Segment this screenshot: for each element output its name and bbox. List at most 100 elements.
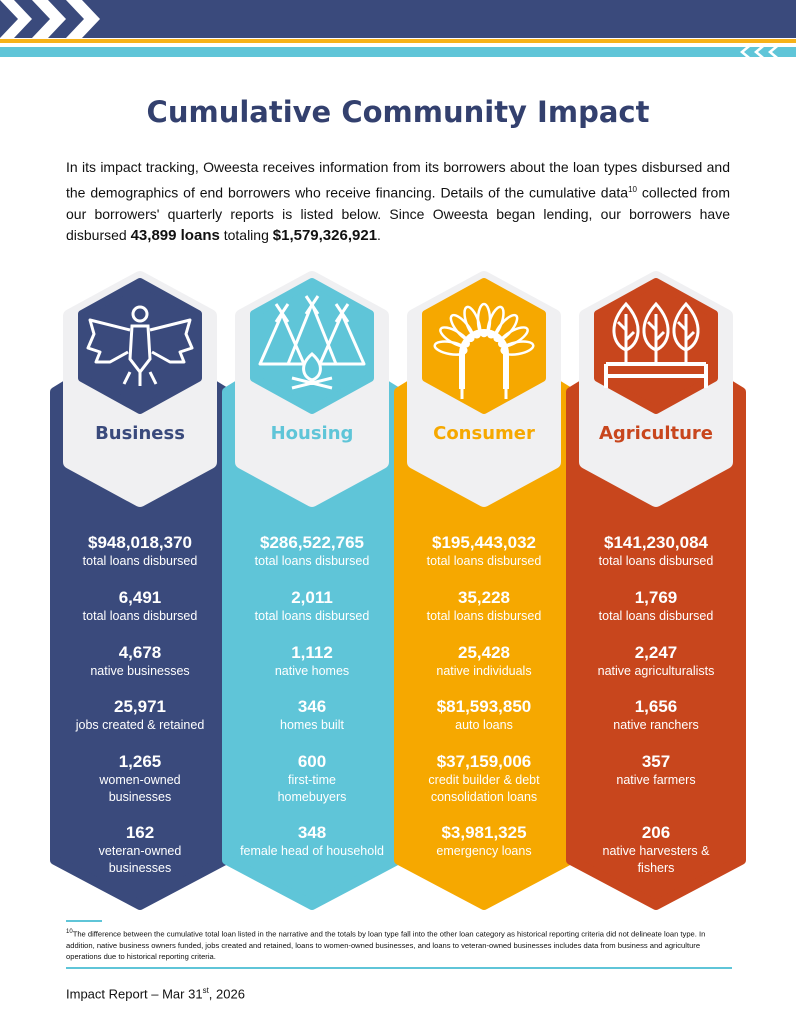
stat: 357 native farmers — [570, 752, 742, 789]
icon-part — [131, 305, 149, 323]
stat: 1,112 native homes — [226, 643, 398, 680]
stat-value: 1,656 — [634, 697, 678, 716]
icon-part — [459, 329, 509, 389]
icon-hexagon — [422, 278, 546, 414]
stat-value: 162 — [125, 823, 155, 842]
stat-label: auto loans — [455, 718, 513, 732]
stat: 348 female head of household — [226, 823, 398, 860]
column — [50, 271, 230, 910]
stat-value: 2,247 — [634, 643, 678, 662]
icon-part — [500, 340, 535, 356]
icon-part — [86, 318, 194, 364]
stat-label: native businesses — [90, 664, 190, 678]
intro-text: . — [377, 227, 381, 244]
column-label: Agriculture — [598, 423, 714, 444]
stat-label: veteran-owned — [98, 844, 182, 858]
stat-label: total loans disbursed — [426, 554, 542, 568]
footnote: 10The difference between the cumulative … — [66, 927, 730, 962]
icon-part — [642, 301, 670, 364]
icon-part — [612, 301, 640, 364]
icon-part — [460, 389, 508, 399]
stat-label: women-owned — [99, 773, 181, 787]
stat: 1,265 women-owned businesses — [54, 752, 226, 806]
stat-value: 35,228 — [458, 588, 510, 607]
stat: 346 homes built — [226, 697, 398, 734]
stat-label: businesses — [108, 790, 172, 804]
stat-value: 1,112 — [291, 643, 333, 662]
column-label: Business — [95, 423, 185, 444]
stat-value: 600 — [297, 752, 327, 771]
stat: 2,247 native agriculturalists — [570, 643, 742, 680]
stat-value: $81,593,850 — [436, 697, 532, 716]
icon-hexagon — [250, 278, 374, 414]
stat-label: consolidation loans — [430, 790, 538, 804]
stat: 2,011 total loans disbursed — [226, 588, 398, 625]
footnote-text: The difference between the cumulative to… — [66, 929, 706, 961]
stat-value: 348 — [297, 823, 327, 842]
stat-label: homebuyers — [277, 790, 347, 804]
intro-text: collected from our borrowers' quarterly … — [66, 184, 730, 244]
stat: 25,971 jobs created & retained — [54, 697, 226, 734]
stat-label: emergency loans — [436, 844, 532, 858]
small-chevrons — [740, 47, 778, 57]
stat: 206 native harvesters & fishers — [570, 823, 742, 877]
column-label: Housing — [270, 423, 354, 444]
icon-part — [128, 324, 152, 375]
stat-value: $37,159,006 — [436, 752, 532, 771]
ref: 10 — [66, 929, 73, 935]
stat-value: $141,230,084 — [604, 533, 708, 552]
stat-value: 1,769 — [634, 588, 678, 607]
stat-label: jobs created & retained — [75, 718, 205, 732]
stat-value: 2,011 — [291, 588, 333, 607]
stat-label: total loans disbursed — [254, 554, 370, 568]
stat: $195,443,032 total loans disbursed — [398, 533, 570, 570]
stat-label: native farmers — [616, 773, 696, 787]
stat-value: 25,428 — [458, 643, 510, 662]
icon-part — [672, 301, 700, 364]
footnote-rule — [66, 920, 102, 922]
stat-value: $195,443,032 — [432, 533, 536, 552]
column — [566, 271, 746, 910]
intro-text: In its impact tracking, Oweesta receives… — [66, 159, 730, 201]
stat-label: businesses — [108, 861, 172, 875]
stat-label: homes built — [280, 718, 344, 732]
column — [394, 271, 574, 910]
stat-value: 206 — [641, 823, 671, 842]
stat-value: 6,491 — [118, 588, 162, 607]
stat-value: 346 — [297, 697, 327, 716]
icon-hexagon — [78, 278, 202, 414]
stat: $3,981,325 emergency loans — [398, 823, 570, 860]
stat: 4,678 native businesses — [54, 643, 226, 680]
stat: 1,656 native ranchers — [570, 697, 742, 734]
stat: 35,228 total loans disbursed — [398, 588, 570, 625]
stat-label: native agriculturalists — [597, 664, 715, 678]
stat: 162 veteran-owned businesses — [54, 823, 226, 877]
stat: $286,522,765 total loans disbursed — [226, 533, 398, 570]
stat-value: 4,678 — [118, 643, 162, 662]
stat-value: 357 — [641, 752, 671, 771]
footer-text: Impact Report – Mar 31 — [66, 986, 203, 1002]
ref: 10 — [628, 184, 637, 194]
stat-label: fishers — [637, 861, 675, 875]
stat: 1,769 total loans disbursed — [570, 588, 742, 625]
stat-value: $948,018,370 — [88, 533, 192, 552]
stat-label: native ranchers — [613, 718, 699, 732]
footer: Impact Report – Mar 31st, 2026 — [66, 986, 245, 1001]
title: Cumulative Community Impact — [146, 95, 650, 129]
stat-label: native individuals — [436, 664, 532, 678]
loans: 43,899 loans — [130, 227, 220, 245]
column-label: Consumer — [433, 423, 535, 444]
stat-label: total loans disbursed — [426, 609, 542, 623]
chevrons — [0, 0, 100, 38]
stat-value: $286,522,765 — [260, 533, 364, 552]
teal-stripe — [0, 47, 796, 57]
stat-label: total loans disbursed — [82, 554, 198, 568]
stat-label: total loans disbursed — [598, 554, 714, 568]
stat: $81,593,850 auto loans — [398, 697, 570, 734]
stat: $948,018,370 total loans disbursed — [54, 533, 226, 570]
stat-label: credit builder & debt — [428, 773, 540, 787]
yellow-stripe — [0, 39, 796, 43]
icon-part — [604, 362, 708, 388]
